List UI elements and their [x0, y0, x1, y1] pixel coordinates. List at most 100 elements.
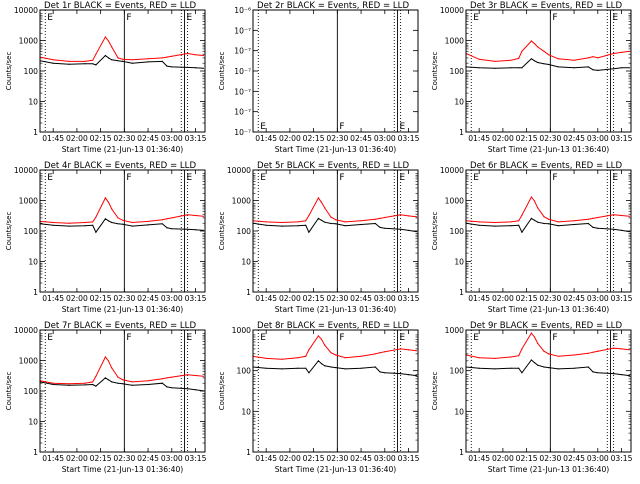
- series-events-point: [202, 67, 204, 69]
- x-axis-label: Start Time (21-Jun-13 01:36:40): [275, 465, 397, 474]
- y-tick-label: 1000: [445, 37, 464, 46]
- panel-title: Det 5r BLACK = Events, RED = LLD: [257, 161, 409, 171]
- series-events-point: [52, 224, 54, 226]
- series-lld-point: [95, 53, 97, 55]
- series-lld-point: [400, 214, 402, 216]
- series-events-point: [122, 223, 124, 225]
- series-events-line: [466, 359, 630, 377]
- series-lld-point: [111, 46, 113, 48]
- series-lld-point: [131, 59, 133, 61]
- time-marker-label: F: [339, 173, 344, 183]
- y-tick-label: 100: [24, 67, 39, 76]
- series-lld-point: [68, 60, 70, 63]
- panel-5: Det 5r BLACK = Events, RED = LLD Counts/s…: [218, 161, 420, 314]
- series-events-point: [548, 63, 550, 66]
- series-events-point: [494, 368, 496, 370]
- series-lld-point: [161, 57, 163, 59]
- series-events-point: [95, 64, 97, 66]
- series-events-point: [557, 225, 559, 227]
- panel-title: Det 3r BLACK = Events, RED = LLD: [470, 1, 622, 11]
- series-events-point: [297, 225, 299, 227]
- y-tick-label: 10000: [14, 166, 38, 175]
- x-tick-label: 01:45: [42, 294, 64, 303]
- series-events-point: [104, 218, 106, 220]
- series-events-point: [171, 66, 173, 68]
- series-lld-point: [52, 59, 54, 61]
- series-events-point: [400, 373, 402, 375]
- x-tick-label: 03:15: [185, 454, 207, 463]
- series-events-point: [478, 367, 480, 369]
- y-axis-label: Counts/sec: [5, 52, 13, 91]
- time-marker-label: E: [399, 333, 405, 343]
- y-tick-label: 1000: [19, 197, 38, 206]
- time-marker-label: E: [473, 173, 479, 183]
- series-lld-point: [518, 220, 520, 222]
- series-events-point: [384, 227, 386, 229]
- series-events-point: [281, 368, 283, 370]
- x-tick-label: 02:30: [539, 134, 561, 143]
- y-tick-label: 1000: [232, 197, 251, 206]
- series-events-point: [107, 220, 110, 222]
- series-lld-point: [324, 344, 326, 346]
- series-events-point: [613, 228, 615, 230]
- x-tick-label: 02:30: [113, 134, 135, 143]
- series-lld-point: [557, 221, 559, 223]
- series-lld-point: [92, 59, 94, 61]
- y-tick-label: 1000: [232, 326, 251, 335]
- series-events-point: [317, 217, 319, 219]
- series-events-point: [494, 225, 496, 227]
- series-lld-point: [592, 351, 594, 353]
- series-lld-point: [95, 375, 97, 377]
- series-lld-point: [111, 208, 113, 210]
- series-lld-point: [521, 50, 523, 52]
- plot-frame: [252, 329, 419, 453]
- x-tick-label: 02:00: [492, 454, 514, 463]
- series-lld-point: [620, 214, 623, 217]
- x-tick-label: 01:45: [42, 454, 64, 463]
- y-tick-label: 10: [241, 258, 251, 267]
- x-tick-label: 02:45: [563, 454, 585, 463]
- series-lld-point: [320, 201, 323, 203]
- series-lld-point: [92, 381, 94, 383]
- time-marker-label: E: [473, 333, 479, 343]
- series-events-point: [557, 368, 559, 370]
- y-tick-label: 1: [459, 128, 464, 137]
- series-events-point: [494, 67, 496, 69]
- series-lld-point: [265, 221, 267, 223]
- x-axis-label: Start Time (21-Jun-13 01:36:40): [62, 465, 184, 474]
- series-events-point: [628, 231, 631, 233]
- series-events-point: [147, 61, 149, 63]
- series-events-point: [95, 231, 97, 233]
- series-events-point: [117, 223, 119, 225]
- x-tick-label: 02:15: [90, 294, 112, 303]
- series-lld-point: [305, 355, 307, 357]
- time-marker-label: E: [47, 173, 53, 183]
- series-lld-point: [587, 218, 589, 220]
- x-tick-label: 02:45: [350, 294, 372, 303]
- x-tick-label: 02:45: [563, 134, 585, 143]
- panel-title: Det 1r BLACK = Events, RED = LLD: [44, 1, 196, 11]
- series-events-point: [537, 61, 539, 64]
- series-events-point: [68, 63, 70, 65]
- series-events-point: [521, 67, 523, 69]
- y-tick-label: 10⁻⁶: [234, 6, 251, 15]
- x-tick-label: 02:45: [137, 294, 159, 303]
- x-tick-label: 03:15: [185, 134, 207, 143]
- panel-8: Det 8r BLACK = Events, RED = LLD Counts/s…: [218, 321, 420, 474]
- x-tick-label: 02:30: [326, 134, 348, 143]
- x-tick-label: 02:00: [66, 294, 88, 303]
- series-lld-point: [510, 59, 512, 61]
- series-events-point: [374, 366, 376, 368]
- series-lld-point: [68, 222, 70, 224]
- series-events-point: [166, 386, 168, 388]
- series-events-point: [104, 54, 106, 57]
- series-events-point: [543, 366, 545, 368]
- series-events-point: [530, 58, 533, 60]
- y-tick-label: 10: [454, 98, 464, 107]
- y-tick-label: 10⁻⁷: [234, 108, 251, 117]
- y-tick-label: 1: [246, 288, 251, 297]
- time-marker-label: E: [399, 122, 405, 132]
- series-events-point: [187, 228, 189, 230]
- x-tick-label: 02:15: [516, 134, 538, 143]
- y-tick-label: 100: [24, 227, 39, 236]
